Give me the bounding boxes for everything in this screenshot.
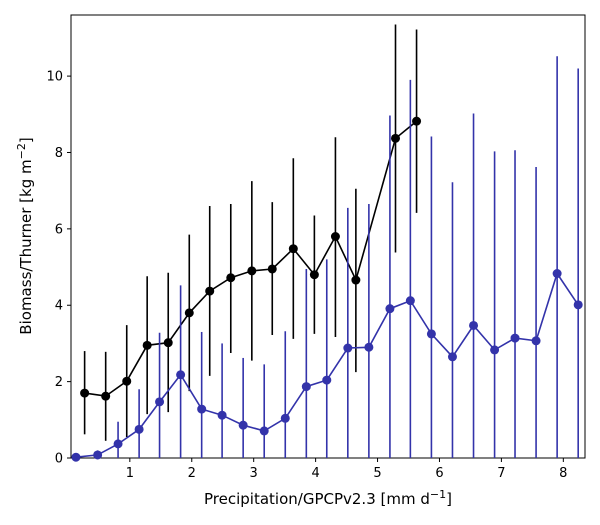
series-1-point [122, 376, 132, 386]
y-tick-label: 4 [55, 299, 63, 314]
plot-area [70, 14, 586, 459]
y-tick-label: 2 [55, 375, 63, 390]
series-2-point [490, 345, 500, 355]
series-1-point [412, 116, 422, 126]
series-1-point [226, 273, 236, 283]
y-tick-label: 0 [55, 452, 63, 467]
series-1-point [184, 308, 194, 318]
series-2-point [155, 397, 165, 407]
series-1-point [309, 270, 319, 280]
series-2-point [259, 426, 269, 436]
series-2-point [280, 413, 290, 423]
series-2-point [469, 320, 479, 330]
series-2-point [93, 450, 103, 460]
series-2-point [405, 296, 415, 306]
series-2-point [573, 300, 583, 310]
y-axis-label: Biomass/Thurner [kg m−2] [15, 137, 35, 334]
x-tick-label: 1 [126, 466, 134, 481]
series-2-point [134, 424, 144, 434]
y-axis: 0 2 4 6 8 10 [46, 70, 71, 467]
x-tick-label: 6 [435, 466, 443, 481]
series-1-point [80, 388, 90, 398]
plot-frame [70, 14, 586, 459]
x-tick-label: 3 [250, 466, 258, 481]
x-axis-label: Precipitation/GPCPv2.3 [mm d−1] [204, 488, 452, 508]
y-tick-label: 6 [55, 222, 63, 237]
series-2 [71, 56, 583, 462]
series-2-point [197, 404, 207, 414]
series-2-point [238, 420, 248, 430]
series-2-point [113, 439, 123, 449]
series-2-point [531, 336, 541, 346]
series-1-point [142, 340, 152, 350]
series-1 [80, 24, 422, 441]
x-tick-label: 2 [188, 466, 196, 481]
series-1-point [163, 338, 173, 348]
series-1-point [267, 264, 277, 274]
series-1-point [351, 275, 361, 285]
series-2-point [552, 269, 562, 279]
y-tick-label: 10 [46, 70, 63, 85]
x-tick-label: 5 [373, 466, 381, 481]
series-2-point [447, 352, 457, 362]
series-1-point [391, 133, 401, 143]
series-2-point [385, 304, 395, 314]
series-1-line [84, 120, 418, 397]
series-2-point [343, 343, 353, 353]
series-1-point [205, 286, 215, 296]
series-2-point [364, 342, 374, 352]
series-1-point [247, 266, 257, 276]
series-1-point [330, 232, 340, 241]
series-2-point [510, 333, 520, 343]
series-2-point [71, 452, 81, 462]
series-1-point [101, 391, 111, 401]
y-tick-label: 8 [55, 146, 63, 161]
x-tick-label: 8 [559, 466, 567, 481]
series-2-point [301, 382, 311, 392]
x-axis: 1 2 3 4 5 6 7 8 [126, 458, 567, 481]
x-tick-label: 4 [311, 466, 319, 481]
x-tick-label: 7 [497, 466, 505, 481]
series-2-point [176, 370, 186, 380]
series-2-point [426, 329, 436, 339]
series-1-point [288, 244, 298, 254]
series-layer [71, 24, 583, 462]
series-2-point [217, 410, 227, 420]
series-2-point [322, 375, 332, 385]
